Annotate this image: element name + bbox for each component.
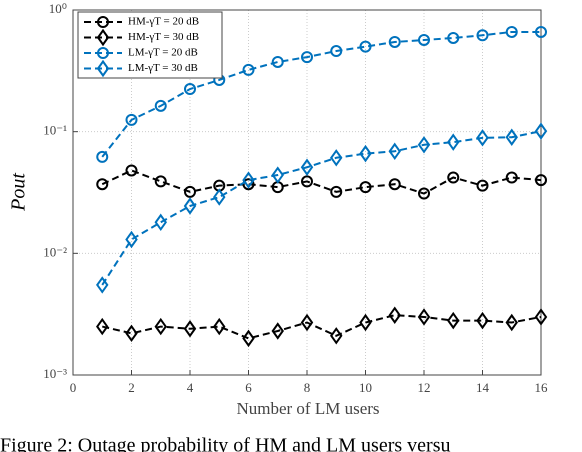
x-tick-label: 2	[128, 380, 135, 395]
marker	[96, 178, 109, 191]
marker	[271, 55, 284, 68]
marker	[447, 133, 460, 151]
marker	[96, 28, 110, 47]
marker	[447, 311, 460, 330]
marker	[184, 83, 196, 96]
series-line	[101, 169, 542, 195]
marker	[184, 185, 196, 198]
series-line	[102, 314, 542, 340]
marker	[154, 213, 167, 231]
marker	[97, 16, 109, 28]
marker	[417, 136, 431, 154]
marker	[418, 33, 430, 46]
x-tick-label: 4	[187, 380, 194, 395]
marker	[96, 276, 109, 294]
legend-label: HM-γT = 30 dB	[128, 31, 199, 43]
marker	[476, 179, 489, 192]
marker	[154, 175, 167, 188]
marker	[330, 327, 343, 345]
marker	[271, 322, 284, 340]
marker	[388, 178, 401, 191]
marker	[242, 178, 255, 191]
marker	[242, 329, 255, 348]
legend-label: LM-γT = 20 dB	[128, 47, 198, 59]
x-tick-label: 16	[535, 380, 549, 395]
x-tick-label: 10	[359, 380, 372, 395]
marker	[505, 171, 518, 184]
marker	[213, 188, 226, 206]
marker	[388, 142, 401, 160]
marker	[154, 317, 167, 336]
marker	[271, 166, 284, 184]
marker	[125, 164, 138, 177]
marker	[417, 308, 431, 326]
marker	[505, 128, 518, 146]
plot-frame	[72, 9, 542, 376]
legend-label: LM-γT = 30 dB	[128, 62, 198, 74]
x-tick-label: 6	[245, 380, 252, 395]
marker	[183, 197, 197, 215]
marker	[300, 313, 314, 332]
marker	[535, 174, 547, 187]
marker	[505, 313, 518, 332]
marker	[476, 311, 489, 330]
marker	[388, 306, 401, 324]
legend-label: HM-γT = 20 dB	[128, 16, 199, 28]
series-line	[101, 130, 542, 286]
marker	[125, 230, 138, 249]
marker	[213, 317, 226, 336]
marker	[96, 59, 110, 78]
marker	[183, 320, 197, 338]
marker	[96, 150, 109, 163]
x-tick-label: 14	[476, 380, 490, 395]
legend: HM-γT = 20 dB HM-γT = 30 dB LM-γT = 20 dB L…	[77, 11, 223, 79]
x-axis-label: Number of LM users	[236, 399, 379, 418]
marker	[242, 63, 255, 76]
marker	[300, 158, 314, 176]
x-tick-label: 12	[418, 380, 431, 395]
y-axis-label: Pout	[8, 173, 30, 212]
marker	[534, 122, 548, 140]
marker	[301, 51, 313, 64]
series-line	[101, 30, 541, 158]
marker	[330, 45, 343, 58]
marker	[359, 313, 372, 332]
marker	[301, 175, 313, 188]
marker	[476, 129, 489, 147]
marker	[330, 149, 343, 167]
marker	[535, 25, 547, 38]
marker	[97, 47, 109, 59]
y-tick-label: 10⁰	[49, 1, 67, 16]
x-tick-label: 8	[304, 380, 311, 395]
marker	[418, 187, 430, 200]
marker	[359, 144, 372, 163]
marker	[447, 31, 460, 44]
y-tick-label: 10⁻²	[43, 244, 67, 259]
marker	[505, 25, 518, 38]
y-tick-label: 10⁻¹	[43, 123, 67, 138]
marker	[359, 181, 372, 194]
marker	[125, 324, 138, 343]
marker	[476, 29, 489, 42]
y-tick-label: 10⁻³	[43, 366, 67, 381]
marker	[330, 185, 343, 198]
marker	[96, 317, 109, 336]
marker	[534, 308, 548, 326]
marker	[125, 113, 138, 126]
marker	[242, 171, 255, 189]
marker	[447, 171, 460, 184]
marker	[359, 40, 372, 53]
caption: Figure 2: Outage probability of HM and L…	[0, 435, 450, 452]
x-tick-label: 0	[70, 380, 77, 395]
marker	[388, 35, 401, 48]
marker	[154, 99, 167, 112]
